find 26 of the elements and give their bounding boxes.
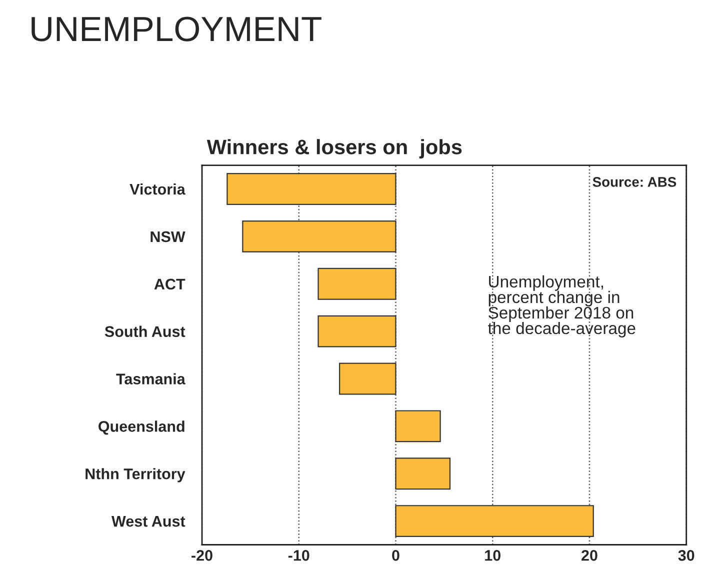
bar: [395, 410, 441, 442]
chart-title: UNEMPLOYMENT: [32, 16, 322, 42]
x-tick-label: 30: [678, 550, 694, 561]
bar: [242, 220, 396, 252]
x-tick-label: -10: [288, 550, 310, 561]
y-tick-label: NSW: [150, 231, 186, 242]
annotation: Unemployment, percent change in September 2018 on the decade-average: [488, 275, 636, 338]
y-tick-label: Tasmania: [116, 373, 186, 384]
bar: [339, 362, 396, 395]
x-tick-label: 20: [582, 550, 598, 561]
bar: [395, 505, 594, 538]
y-tick-label: West Aust: [111, 516, 186, 527]
x-tick-label: -20: [192, 550, 212, 561]
y-tick-label: Nthn Territory: [86, 468, 186, 482]
bar: [318, 315, 396, 348]
x-tick-label: 10: [485, 550, 500, 561]
bar: [318, 268, 396, 300]
y-tick-label: South Aust: [104, 326, 186, 337]
y-tick-label: ACT: [154, 278, 186, 290]
x-tick-label: 0: [392, 550, 400, 561]
chart-subtitle: Winners & losers on jobs: [206, 139, 462, 158]
y-tick-label: Victoria: [130, 183, 186, 195]
bar: [226, 173, 396, 205]
y-tick-label: Queensland: [98, 420, 184, 435]
annotation: Source: ABS: [592, 177, 676, 187]
bar: [395, 458, 451, 490]
